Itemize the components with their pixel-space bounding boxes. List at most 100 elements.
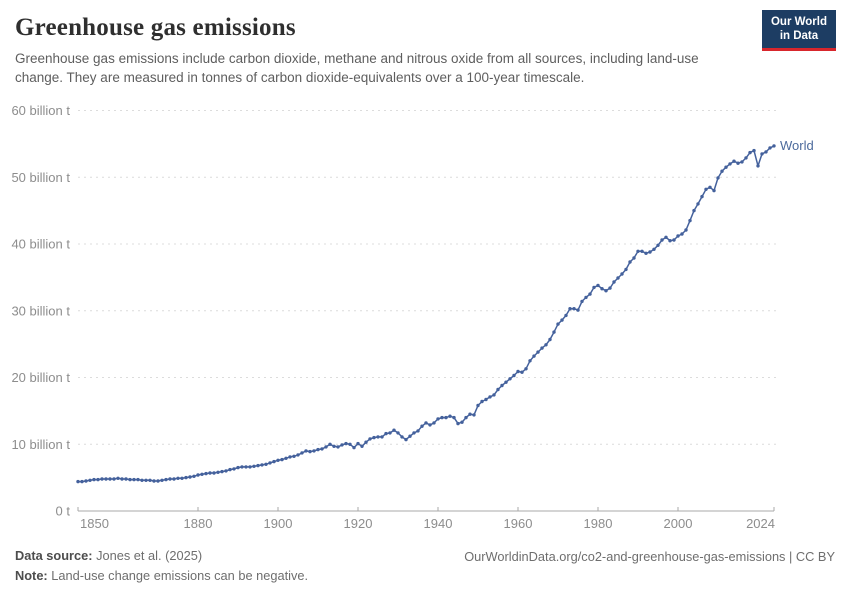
data-point[interactable] <box>516 369 520 374</box>
data-point[interactable] <box>580 299 584 304</box>
data-point[interactable] <box>752 148 756 153</box>
data-point[interactable] <box>156 479 160 483</box>
data-point[interactable] <box>376 435 380 439</box>
data-point[interactable] <box>332 444 336 448</box>
data-point[interactable] <box>84 479 88 483</box>
footer-link[interactable]: OurWorldinData.org/co2-and-greenhouse-ga… <box>464 549 835 564</box>
data-point[interactable] <box>724 165 728 169</box>
data-point[interactable] <box>184 475 188 480</box>
data-point[interactable] <box>384 431 388 436</box>
series-label-world[interactable]: World <box>780 138 814 153</box>
data-point[interactable] <box>476 403 480 408</box>
data-point[interactable] <box>304 449 308 453</box>
data-point[interactable] <box>604 289 608 293</box>
data-point[interactable] <box>584 295 588 300</box>
data-point[interactable] <box>92 477 96 482</box>
data-point[interactable] <box>480 399 484 404</box>
data-point[interactable] <box>420 424 424 428</box>
data-point[interactable] <box>204 471 208 476</box>
data-point[interactable] <box>668 239 672 243</box>
data-point[interactable] <box>280 457 284 462</box>
data-point[interactable] <box>540 346 544 350</box>
data-point[interactable] <box>648 250 652 254</box>
data-point[interactable] <box>364 440 368 444</box>
data-point[interactable] <box>632 256 636 260</box>
data-point[interactable] <box>316 447 320 452</box>
data-point[interactable] <box>436 417 440 421</box>
data-point[interactable] <box>76 479 80 484</box>
data-point[interactable] <box>464 415 468 420</box>
data-point[interactable] <box>484 397 488 402</box>
data-point[interactable] <box>260 463 264 467</box>
data-point[interactable] <box>608 286 612 290</box>
data-point[interactable] <box>624 267 628 272</box>
data-point[interactable] <box>308 449 312 454</box>
data-point[interactable] <box>160 478 164 482</box>
data-point[interactable] <box>432 421 436 425</box>
data-point[interactable] <box>144 478 148 482</box>
data-point[interactable] <box>168 477 172 481</box>
data-point[interactable] <box>612 280 616 284</box>
data-point[interactable] <box>660 238 664 242</box>
data-point[interactable] <box>716 176 720 180</box>
data-point[interactable] <box>576 308 580 312</box>
data-point[interactable] <box>412 431 416 435</box>
data-point[interactable] <box>80 479 84 484</box>
data-point[interactable] <box>588 292 592 296</box>
data-point[interactable] <box>396 431 400 435</box>
data-point[interactable] <box>756 164 760 168</box>
data-point[interactable] <box>288 455 292 459</box>
data-point[interactable] <box>408 434 412 438</box>
data-point[interactable] <box>444 415 448 420</box>
data-point[interactable] <box>468 412 472 416</box>
data-point[interactable] <box>760 152 764 156</box>
data-point[interactable] <box>152 479 156 483</box>
data-point[interactable] <box>636 249 640 253</box>
data-point[interactable] <box>128 477 132 482</box>
data-point[interactable] <box>368 437 372 441</box>
data-point[interactable] <box>124 477 128 481</box>
data-point[interactable] <box>448 414 452 418</box>
data-point[interactable] <box>768 146 772 150</box>
data-point[interactable] <box>256 463 260 468</box>
data-point[interactable] <box>728 162 732 166</box>
data-point[interactable] <box>200 472 204 476</box>
data-point[interactable] <box>600 287 604 291</box>
data-point[interactable] <box>700 194 704 199</box>
data-point[interactable] <box>400 435 404 439</box>
data-point[interactable] <box>140 478 144 482</box>
data-point[interactable] <box>180 476 184 480</box>
data-point[interactable] <box>176 476 180 480</box>
data-point[interactable] <box>344 441 348 446</box>
data-point[interactable] <box>320 447 324 451</box>
data-point[interactable] <box>656 243 660 247</box>
owid-logo[interactable]: Our World in Data <box>761 10 836 51</box>
data-point[interactable] <box>216 470 220 474</box>
data-point[interactable] <box>100 477 104 481</box>
data-point[interactable] <box>208 471 212 475</box>
data-point[interactable] <box>112 477 116 481</box>
data-point[interactable] <box>560 318 564 322</box>
data-point[interactable] <box>620 272 624 276</box>
data-point[interactable] <box>272 459 276 464</box>
data-point[interactable] <box>404 437 408 442</box>
data-point[interactable] <box>556 322 560 326</box>
data-point[interactable] <box>296 453 300 457</box>
data-point[interactable] <box>736 161 740 165</box>
data-point[interactable] <box>196 473 200 477</box>
data-point[interactable] <box>328 442 332 446</box>
data-point[interactable] <box>136 477 140 482</box>
data-point[interactable] <box>572 307 576 311</box>
data-point[interactable] <box>284 456 288 460</box>
data-point[interactable] <box>720 169 724 173</box>
data-point[interactable] <box>312 449 316 453</box>
data-point[interactable] <box>456 421 460 426</box>
data-point[interactable] <box>192 474 196 478</box>
data-point[interactable] <box>452 415 456 420</box>
data-point[interactable] <box>552 330 556 334</box>
data-point[interactable] <box>680 232 684 236</box>
data-point[interactable] <box>592 285 596 290</box>
data-point[interactable] <box>496 387 500 392</box>
data-point[interactable] <box>440 415 444 420</box>
